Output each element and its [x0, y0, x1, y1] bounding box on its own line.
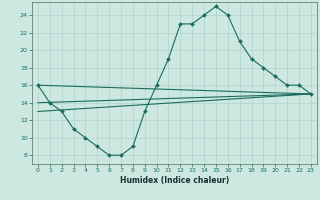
X-axis label: Humidex (Indice chaleur): Humidex (Indice chaleur)	[120, 176, 229, 185]
